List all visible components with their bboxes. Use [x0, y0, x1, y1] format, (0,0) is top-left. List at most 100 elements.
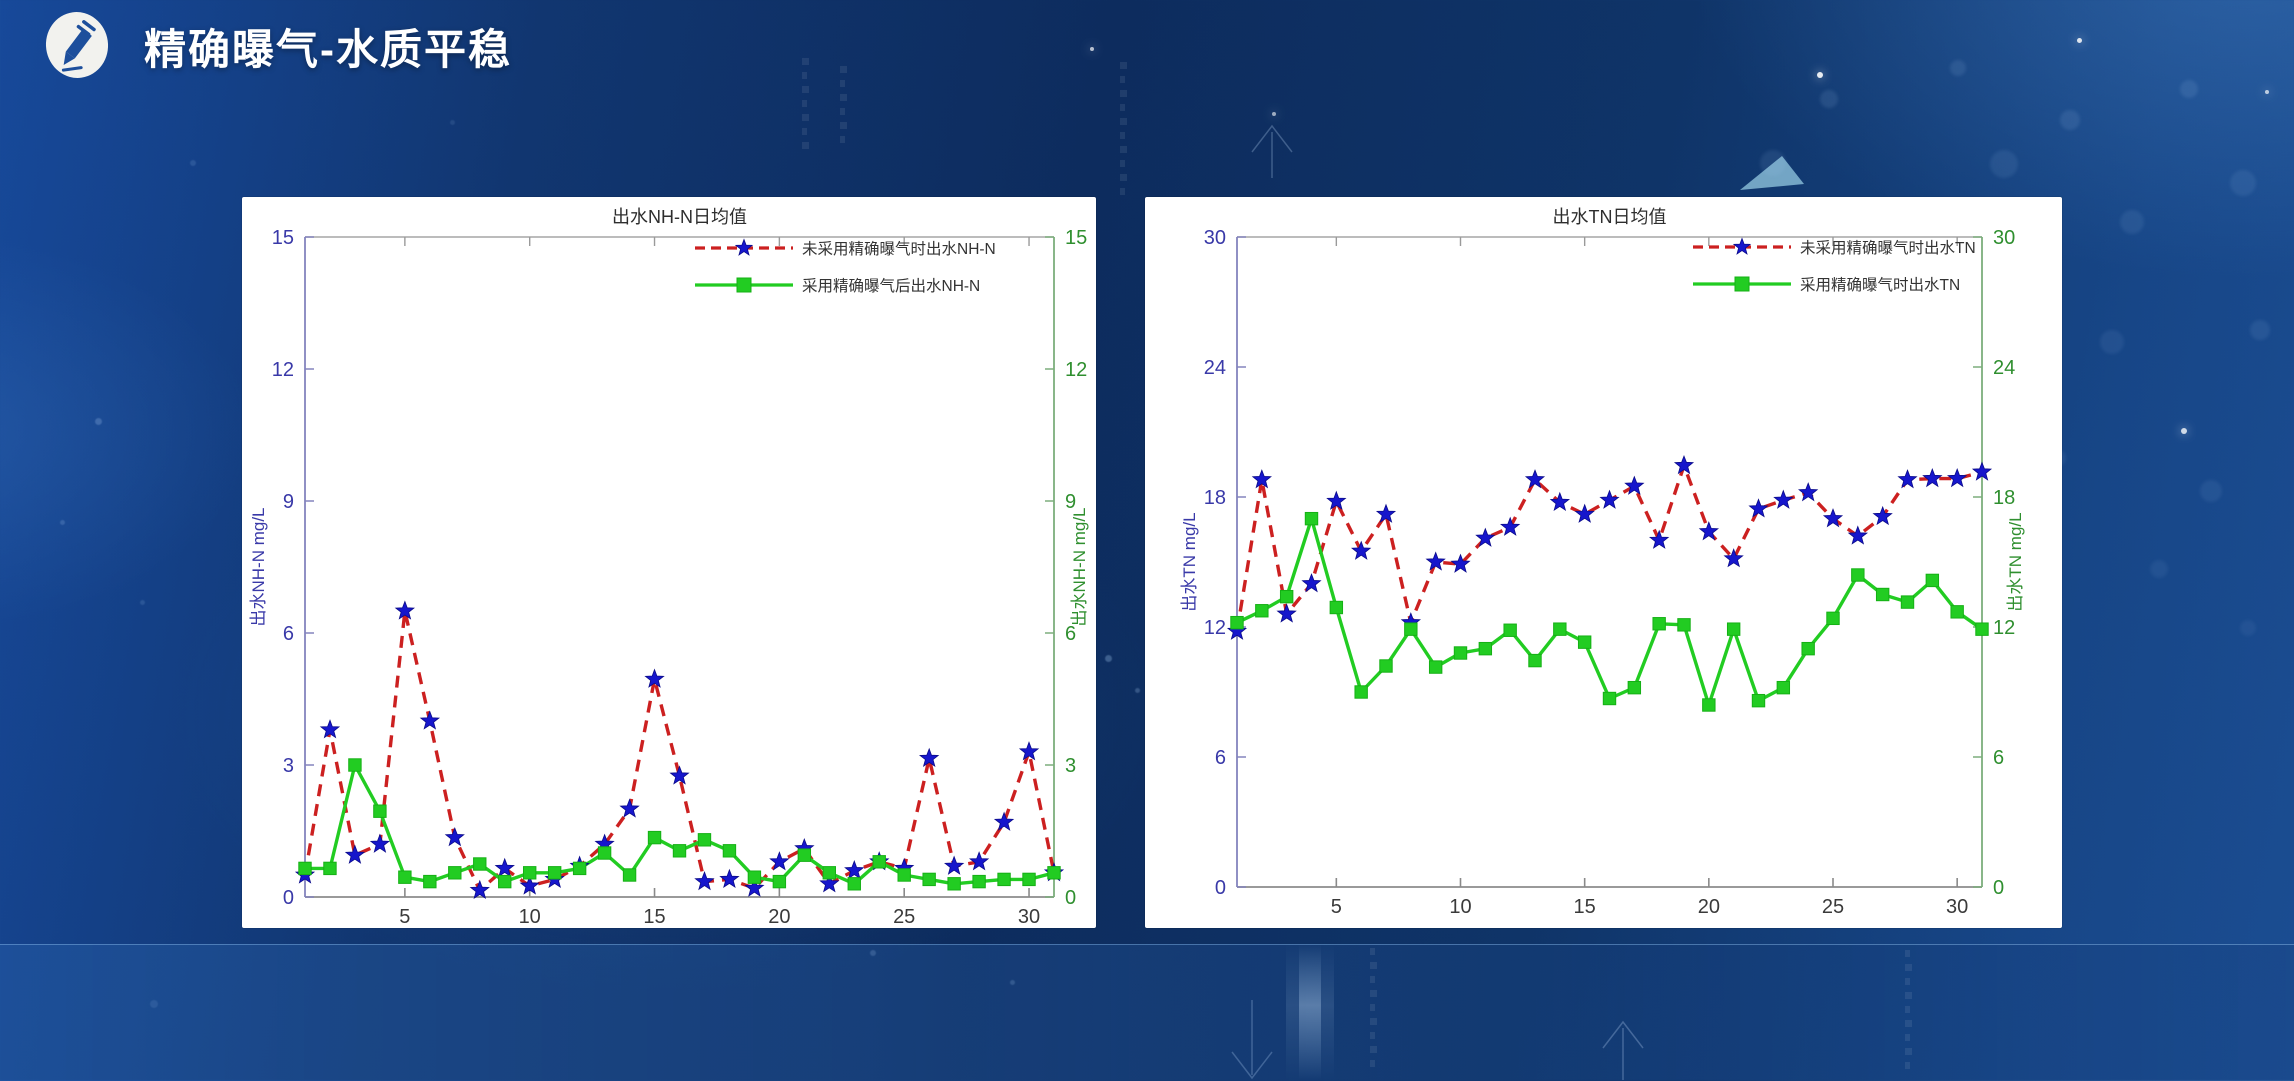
svg-text:3: 3	[283, 755, 294, 777]
svg-text:20: 20	[768, 906, 790, 928]
svg-text:出水TN mg/L: 出水TN mg/L	[2006, 512, 2025, 611]
svg-text:出水TN日均值: 出水TN日均值	[1553, 207, 1667, 227]
bokeh-dot	[450, 120, 455, 125]
chart-panel-nhn: 5 10 15 20 25 30 0 0 3 3 6 6 9 9 12 12 15 15 出水NH-N日均值 出水NH…	[242, 197, 1096, 928]
svg-text:未采用精确曝气时出水NH-N: 未采用精确曝气时出水NH-N	[802, 240, 996, 258]
svg-text:30: 30	[1204, 227, 1226, 249]
sparkle-dot	[2077, 38, 2082, 43]
binary-bit-decor	[1905, 1020, 1912, 1027]
bokeh-dot	[1010, 980, 1015, 985]
svg-text:出水NH-N mg/L: 出水NH-N mg/L	[1070, 507, 1089, 626]
bokeh-dot	[2250, 320, 2270, 340]
bokeh-dot	[150, 1000, 158, 1008]
bokeh-dot	[870, 950, 876, 956]
binary-bit-decor	[1120, 118, 1127, 125]
svg-text:15: 15	[1574, 896, 1596, 918]
svg-text:出水NH-N日均值: 出水NH-N日均值	[612, 207, 747, 227]
bokeh-dot	[2230, 170, 2256, 196]
svg-text:15: 15	[1065, 227, 1087, 249]
bokeh-dot	[2100, 330, 2124, 354]
svg-text:25: 25	[893, 906, 915, 928]
binary-bit-decor	[1120, 174, 1127, 181]
sparkle-dot	[1817, 72, 1823, 78]
svg-text:9: 9	[283, 491, 294, 513]
binary-bit-decor	[1370, 1032, 1375, 1039]
svg-text:出水NH-N mg/L: 出水NH-N mg/L	[249, 507, 268, 626]
circuit-arrow-icons	[1231, 124, 1644, 1080]
binary-bit-decor	[802, 142, 809, 149]
binary-bit-decor	[840, 94, 847, 101]
binary-bit-decor	[802, 100, 807, 107]
bokeh-dot	[2120, 210, 2144, 234]
bokeh-dot	[2200, 480, 2222, 502]
svg-text:0: 0	[1215, 877, 1226, 899]
bokeh-dot	[60, 520, 65, 525]
bokeh-dot	[95, 418, 102, 425]
sparkle-dot	[2265, 90, 2269, 94]
svg-text:6: 6	[1065, 623, 1076, 645]
svg-text:6: 6	[1993, 747, 2004, 769]
svg-text:5: 5	[1331, 896, 1342, 918]
binary-bit-decor	[1370, 1046, 1377, 1053]
binary-bit-decor	[1120, 188, 1125, 195]
svg-text:25: 25	[1822, 896, 1844, 918]
svg-text:0: 0	[283, 887, 294, 909]
binary-bit-decor	[1905, 1048, 1912, 1055]
binary-bit-decor	[1905, 978, 1910, 985]
svg-text:6: 6	[283, 623, 294, 645]
bokeh-dot	[140, 600, 145, 605]
bokeh-dot	[2180, 80, 2198, 98]
binary-bit-decor	[1120, 90, 1127, 97]
svg-text:3: 3	[1065, 755, 1076, 777]
binary-bit-decor	[802, 72, 807, 79]
binary-bit-decor	[802, 86, 809, 93]
binary-bit-decor	[1905, 1062, 1910, 1069]
binary-bit-decor	[1370, 976, 1375, 983]
binary-bit-decor	[1120, 104, 1125, 111]
nhn-chart: 5 10 15 20 25 30 0 0 3 3 6 6 9 9 12 12 15 15 出水NH-N日均值出水NH…	[249, 207, 1089, 928]
bokeh-dot	[1105, 655, 1112, 662]
svg-text:0: 0	[1993, 877, 2004, 899]
chart-panel-tn: 5 10 15 20 25 30 0 0 6 6 12 12 18 18 24 24 30 30 出水TN日均值 出水…	[1145, 197, 2062, 928]
tn-chart: 5 10 15 20 25 30 0 0 6 6 12 12 18 18 24 24 30 30 出水TN日均值出水…	[1180, 207, 2025, 918]
binary-bit-decor	[840, 136, 845, 143]
svg-text:18: 18	[1993, 487, 2015, 509]
binary-bit-decor	[802, 114, 809, 121]
binary-bit-decor	[1370, 962, 1377, 969]
pencil-icon	[41, 8, 113, 82]
svg-text:30: 30	[1018, 906, 1040, 928]
bokeh-dot	[2060, 110, 2080, 130]
bokeh-dot	[1135, 688, 1140, 693]
svg-text:12: 12	[1065, 359, 1087, 381]
binary-bit-decor	[1370, 990, 1377, 997]
svg-text:10: 10	[1449, 896, 1471, 918]
binary-bit-decor	[1120, 132, 1125, 139]
binary-bit-decor	[1120, 160, 1125, 167]
svg-text:12: 12	[1993, 617, 2015, 639]
svg-text:出水TN mg/L: 出水TN mg/L	[1180, 512, 1199, 611]
svg-text:20: 20	[1698, 896, 1720, 918]
slide-title: 精确曝气-水质平稳	[144, 26, 512, 73]
binary-bit-decor	[1120, 76, 1125, 83]
svg-text:采用精确曝气后出水NH-N: 采用精确曝气后出水NH-N	[802, 277, 980, 295]
svg-text:15: 15	[272, 227, 294, 249]
binary-bit-decor	[840, 80, 845, 87]
binary-bit-decor	[840, 108, 845, 115]
sparkle-dot	[2181, 428, 2187, 434]
svg-text:9: 9	[1065, 491, 1076, 513]
svg-text:10: 10	[519, 906, 541, 928]
slide-header: 精确曝气-水质平稳	[0, 0, 2294, 95]
svg-text:5: 5	[399, 906, 410, 928]
binary-bit-decor	[1370, 948, 1375, 955]
binary-bit-decor	[1905, 1006, 1910, 1013]
paper-plane-triangle	[1740, 156, 1804, 190]
bokeh-dot	[2150, 560, 2168, 578]
bokeh-dot	[1950, 60, 1966, 76]
svg-text:12: 12	[1204, 617, 1226, 639]
binary-bit-decor	[802, 58, 809, 65]
svg-text:24: 24	[1993, 357, 2015, 379]
bokeh-dot	[2240, 620, 2256, 636]
binary-bit-decor	[1370, 1018, 1377, 1025]
binary-bit-decor	[802, 128, 807, 135]
